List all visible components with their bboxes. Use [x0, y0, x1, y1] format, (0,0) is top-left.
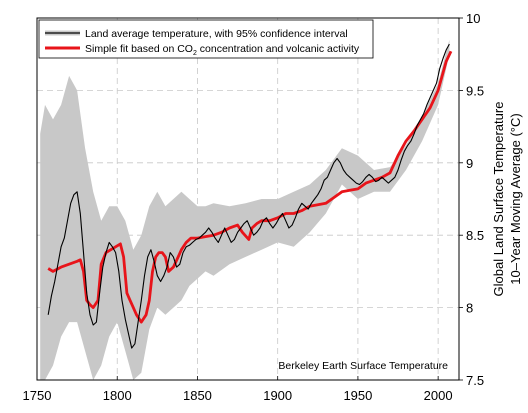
y-tick-label-7.5: 7.5: [466, 373, 484, 388]
y-tick-label-8.5: 8.5: [466, 228, 484, 243]
plot-frame: [36, 17, 460, 381]
legend-label-fit-prefix: Simple fit based on CO: [85, 43, 193, 55]
legend-label-average: Land average temperature, with 95% confi…: [85, 28, 348, 40]
annotation-berkeley-earth: Berkeley Earth Surface Temperature: [278, 360, 448, 372]
legend-label-fit-subscript: 2: [193, 50, 197, 57]
fit-line-co2-volcanic: [47, 50, 453, 324]
y-tick-label-8: 8: [466, 301, 473, 316]
x-tick-label-1850: 1850: [183, 388, 212, 403]
y-tick-label-10: 10: [466, 11, 480, 26]
x-tick-label-1750: 1750: [23, 388, 52, 403]
legend-label-fit-suffix: concentration and volcanic activity: [197, 43, 360, 55]
legend-label-fit: Simple fit based on CO2 concentration an…: [85, 43, 360, 57]
legend: Land average temperature, with 95% confi…: [38, 19, 374, 59]
y-axis-label-secondary: 10–Year Moving Average (°C): [508, 113, 523, 284]
y-axis-label: Global Land Surface Temperature: [491, 102, 506, 297]
x-tick-label-1800: 1800: [103, 388, 132, 403]
data-series: [40, 39, 453, 380]
land-average-temperature-line: [47, 43, 450, 349]
x-tick-label-1900: 1900: [263, 388, 292, 403]
y-tick-label-9: 9: [466, 156, 473, 171]
y-tick-label-9.5: 9.5: [466, 83, 484, 98]
x-tick-label-1950: 1950: [343, 388, 372, 403]
legend-box: [38, 19, 374, 59]
axes: 1750 1800 1850 1900 1950 2000 7.5 8 8.5 9 9.5 10: [23, 11, 485, 403]
x-tick-label-2000: 2000: [424, 388, 453, 403]
